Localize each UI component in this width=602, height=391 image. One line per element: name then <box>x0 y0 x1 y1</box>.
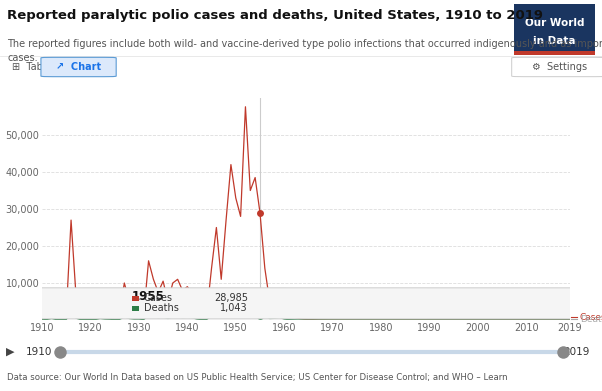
Text: Cases: Cases <box>144 293 173 303</box>
Text: Our World: Our World <box>525 18 585 28</box>
Text: Deaths: Deaths <box>580 315 602 324</box>
Text: 1910: 1910 <box>26 347 52 357</box>
Text: 1,043: 1,043 <box>220 303 248 313</box>
Bar <box>132 306 139 311</box>
Text: 2019: 2019 <box>563 347 590 357</box>
Bar <box>132 296 139 301</box>
FancyBboxPatch shape <box>512 57 602 77</box>
Text: ⊞  Table: ⊞ Table <box>12 62 52 72</box>
Text: Reported paralytic polio cases and deaths, United States, 1910 to 2019: Reported paralytic polio cases and death… <box>7 9 543 22</box>
Bar <box>514 51 595 55</box>
Text: 1955: 1955 <box>132 291 164 303</box>
Text: Data source: Our World In Data based on US Public Health Service; US Center for : Data source: Our World In Data based on … <box>7 373 508 382</box>
Text: Deaths: Deaths <box>144 303 179 313</box>
Text: The reported figures include both wild- and vaccine-derived type polio infection: The reported figures include both wild- … <box>7 39 602 63</box>
Text: ⚙  Settings: ⚙ Settings <box>532 62 587 72</box>
Text: ↗  Chart: ↗ Chart <box>57 62 101 72</box>
Text: ▶: ▶ <box>6 347 14 357</box>
Text: Cases: Cases <box>580 312 602 321</box>
Text: 28,985: 28,985 <box>214 293 248 303</box>
Text: in Data: in Data <box>533 36 576 45</box>
FancyBboxPatch shape <box>0 288 602 319</box>
FancyBboxPatch shape <box>41 57 116 77</box>
